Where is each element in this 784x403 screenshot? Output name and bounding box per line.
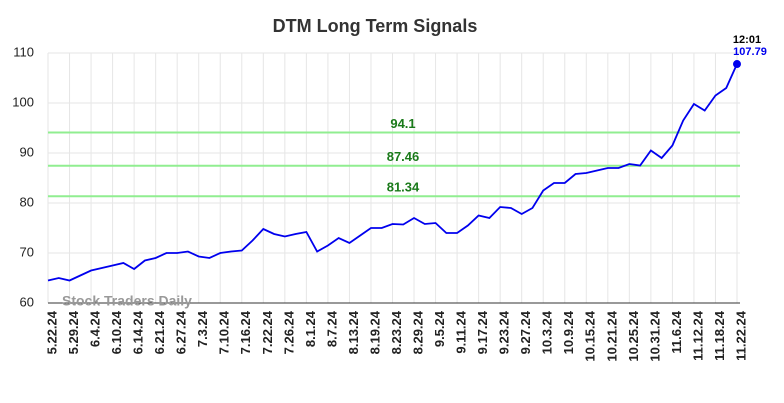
- x-tick-label: 8.23.24: [389, 310, 404, 354]
- x-tick-label: 5.22.24: [44, 310, 59, 354]
- x-tick-label: 7.10.24: [217, 310, 232, 354]
- x-tick-label: 6.21.24: [152, 310, 167, 354]
- last-time: 12:01: [733, 34, 761, 46]
- x-tick-label: 11.22.24: [733, 310, 748, 361]
- y-tick-label: 90: [20, 144, 34, 159]
- x-tick-label: 8.29.24: [410, 310, 425, 354]
- x-tick-label: 10.15.24: [583, 310, 598, 361]
- x-tick-label: 7.16.24: [238, 310, 253, 354]
- x-tick-label: 8.1.24: [303, 310, 318, 347]
- x-tick-label: 11.18.24: [712, 310, 727, 361]
- signal-label: 94.1: [390, 116, 415, 131]
- x-tick-label: 6.4.24: [88, 310, 103, 347]
- y-tick-label: 110: [13, 44, 34, 59]
- signal-label: 81.34: [387, 180, 420, 195]
- x-tick-label: 11.6.24: [669, 310, 684, 353]
- x-tick-label: 8.19.24: [367, 310, 382, 354]
- x-tick-label: 10.9.24: [561, 310, 576, 354]
- x-tick-label: 11.12.24: [690, 310, 705, 361]
- series-line: [47, 63, 738, 282]
- signal-label: 87.46: [387, 149, 420, 164]
- x-tick-label: 10.21.24: [604, 310, 619, 361]
- watermark: Stock Traders Daily: [62, 293, 192, 309]
- x-tick-label: 7.26.24: [281, 310, 296, 354]
- y-tick-label: 70: [20, 244, 34, 259]
- x-tick-label: 5.29.24: [66, 310, 81, 354]
- x-tick-label: 9.27.24: [518, 310, 533, 354]
- x-tick-label: 9.17.24: [475, 310, 490, 354]
- x-tick-label: 8.13.24: [346, 310, 361, 354]
- x-tick-label: 8.7.24: [324, 310, 339, 347]
- y-tick-label: 80: [20, 194, 34, 209]
- x-tick-label: 6.10.24: [109, 310, 124, 354]
- y-tick-label: 100: [12, 94, 34, 109]
- x-tick-label: 10.25.24: [626, 310, 641, 361]
- x-tick-label: 9.5.24: [432, 310, 447, 347]
- x-tick-label: 6.27.24: [174, 310, 189, 354]
- x-tick-label: 9.23.24: [497, 310, 512, 354]
- x-tick-label: 9.11.24: [454, 310, 469, 353]
- chart-title: DTM Long Term Signals: [273, 16, 478, 36]
- x-tick-label: 7.3.24: [195, 310, 210, 347]
- x-tick-label: 6.14.24: [131, 310, 146, 354]
- last-value: 107.79: [733, 46, 767, 58]
- last-point: [733, 60, 741, 69]
- x-tick-label: 10.31.24: [647, 310, 662, 361]
- y-tick-label: 60: [20, 294, 34, 309]
- x-tick-label: 10.3.24: [540, 310, 555, 354]
- x-tick-label: 7.22.24: [260, 310, 275, 354]
